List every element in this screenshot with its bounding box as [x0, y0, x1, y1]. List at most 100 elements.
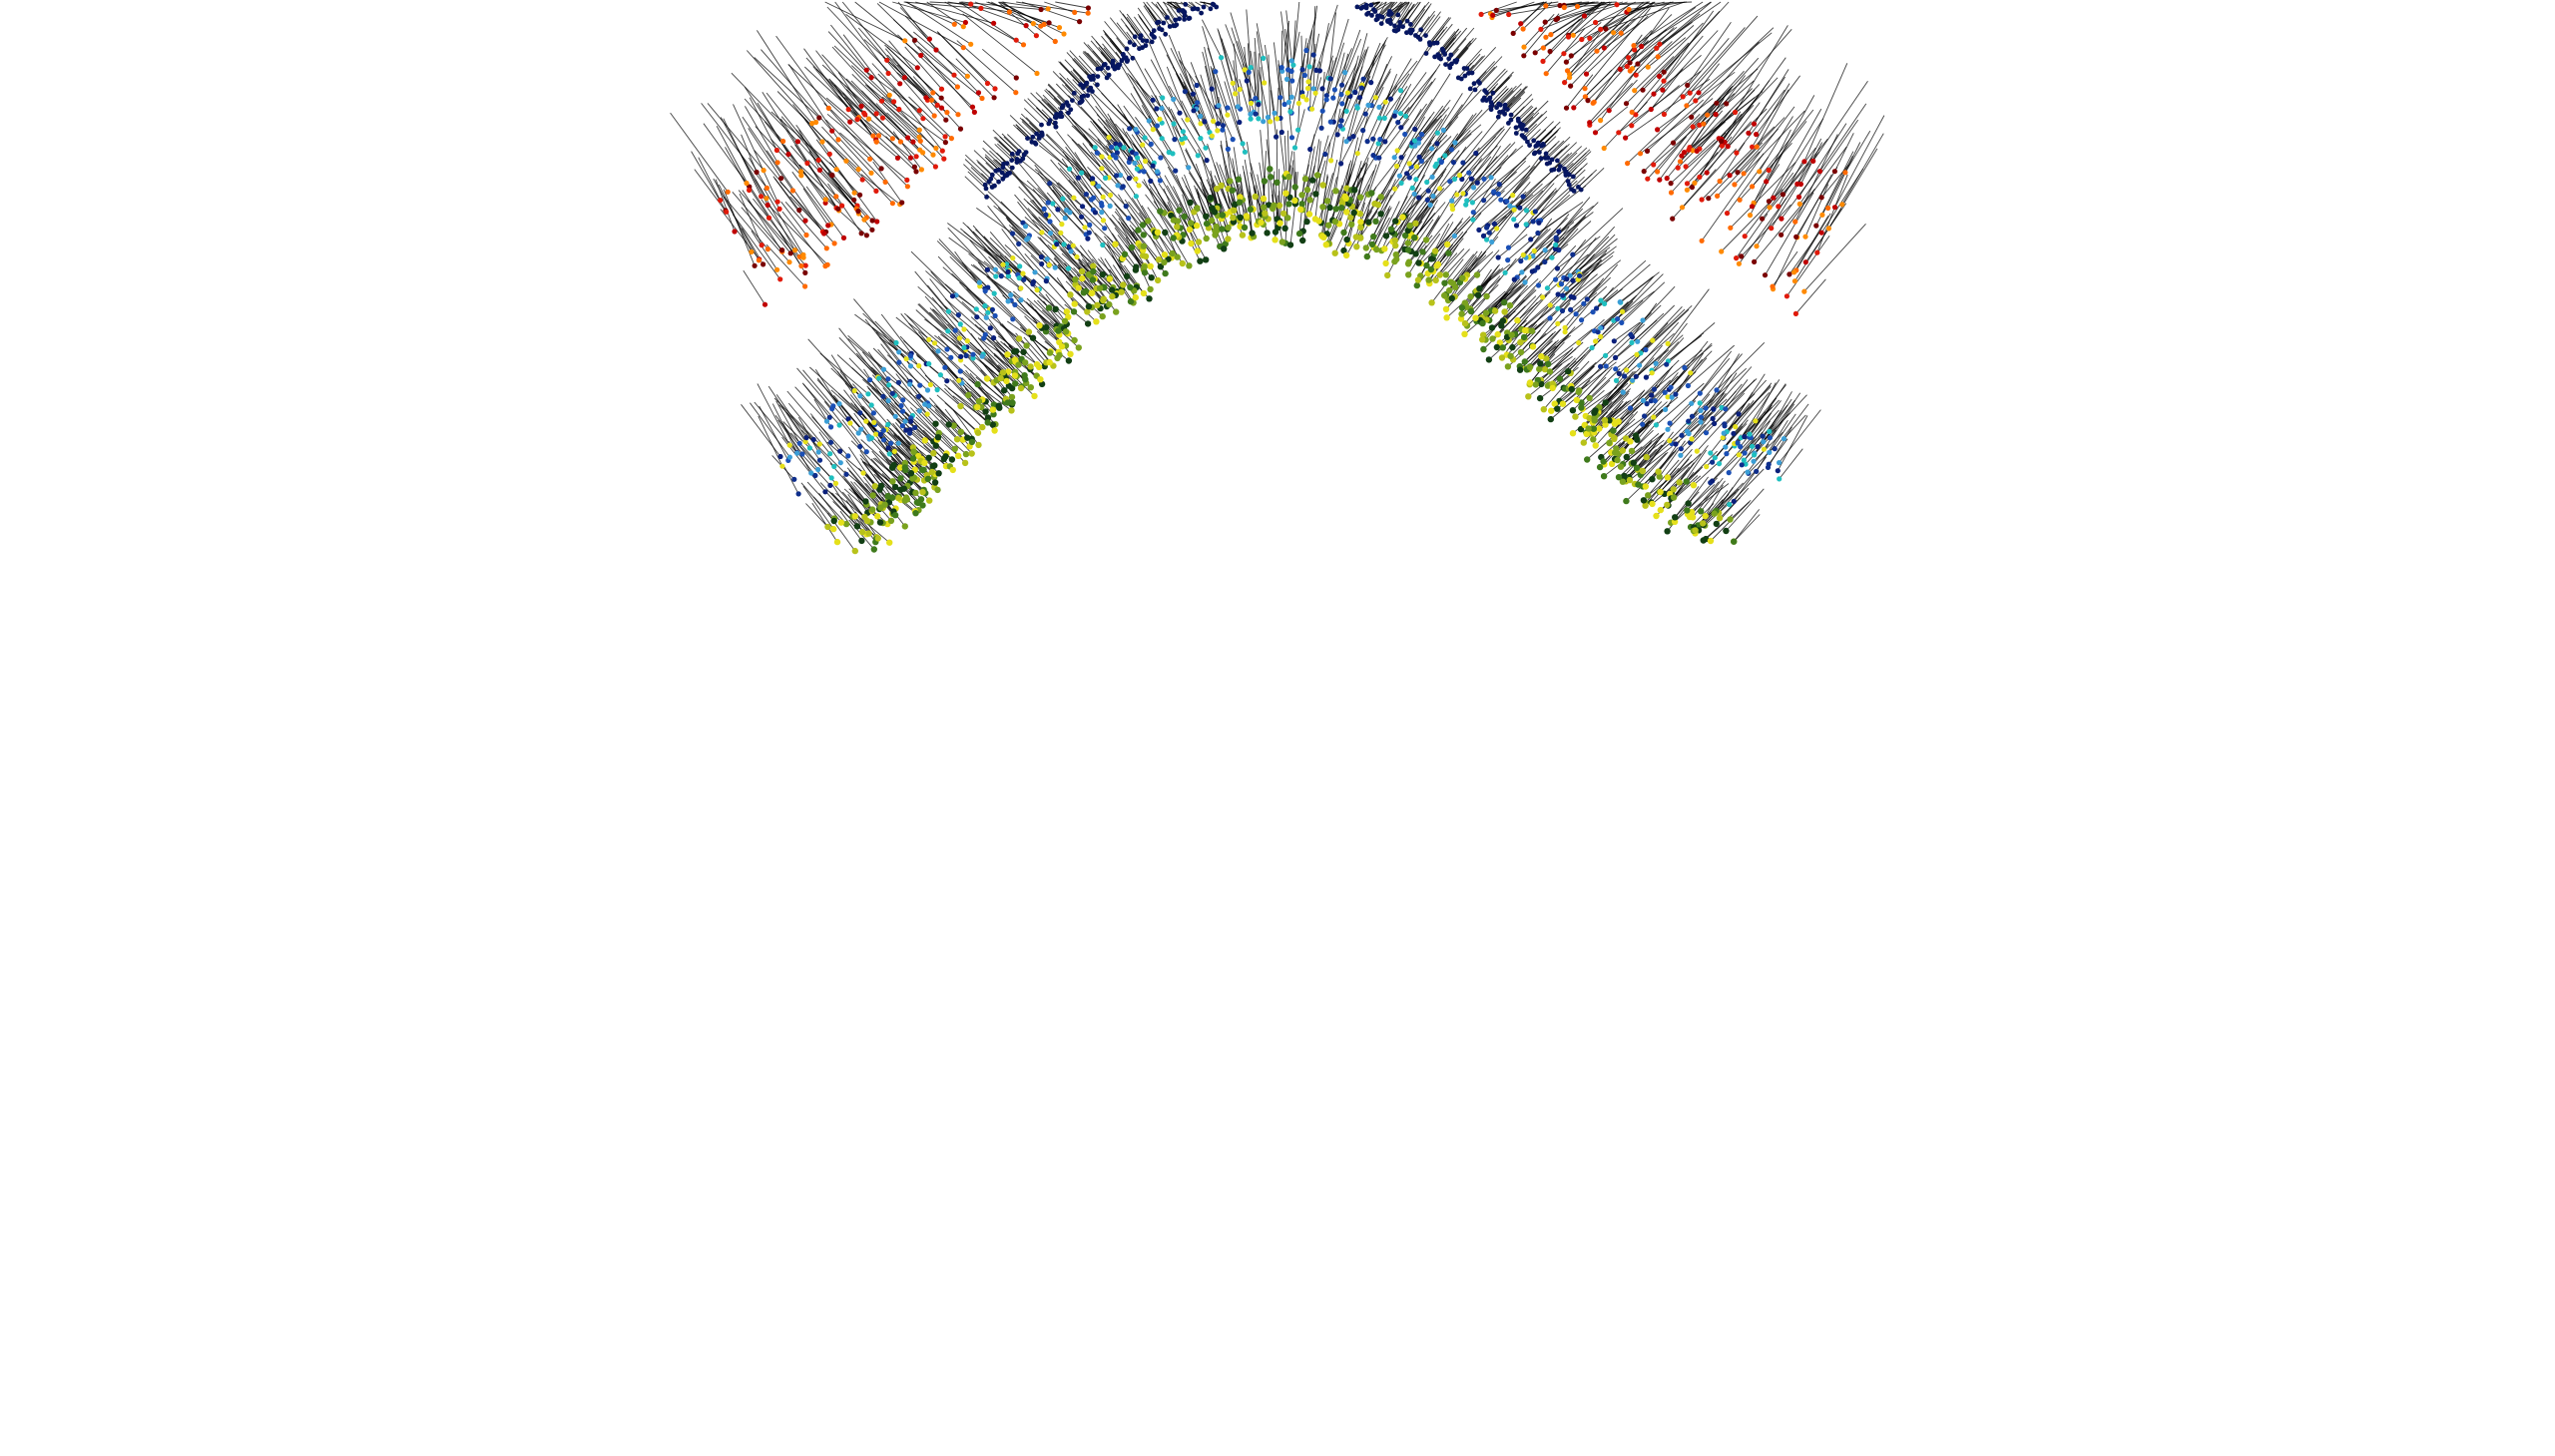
normal-line — [1254, 37, 1260, 103]
cloud-point — [1635, 338, 1641, 344]
cloud-point — [1433, 262, 1440, 269]
cloud-point — [1657, 506, 1665, 514]
cloud-point — [1457, 315, 1465, 322]
cloud-point — [1766, 167, 1772, 174]
cloud-point — [809, 121, 815, 127]
cloud-point — [1792, 310, 1798, 316]
normal-line — [1410, 219, 1434, 252]
cloud-point — [889, 136, 896, 142]
cloud-point — [1163, 31, 1169, 37]
cloud-point — [1115, 183, 1121, 189]
cloud-point — [1704, 464, 1710, 470]
normal-line — [1721, 88, 1765, 142]
normal-line — [1009, 115, 1034, 138]
normal-line — [839, 139, 872, 174]
cloud-point — [1602, 300, 1608, 306]
cloud-point — [1182, 10, 1188, 15]
normal-line — [1522, 100, 1549, 126]
normal-line — [1390, 1, 1410, 14]
cloud-point — [1750, 184, 1756, 190]
normal-line — [1667, 288, 1710, 344]
cloud-point — [1571, 174, 1576, 180]
normal-line — [1740, 379, 1781, 438]
normal-line — [1680, 423, 1706, 450]
cloud-point — [1710, 459, 1716, 465]
cloud-point — [1350, 209, 1357, 217]
cloud-point — [1735, 170, 1741, 176]
normal-line — [919, 53, 958, 88]
cloud-point — [1047, 231, 1054, 237]
normal-line — [1581, 366, 1613, 403]
cloud-point — [1061, 31, 1067, 37]
normal-line — [1394, 175, 1426, 222]
normal-line — [947, 1, 1010, 13]
normal-line — [1206, 200, 1218, 228]
cloud-point — [845, 107, 851, 113]
cloud-point — [958, 353, 964, 359]
cloud-point — [1078, 82, 1083, 88]
cloud-point — [1574, 3, 1581, 10]
normal-line — [1320, 174, 1328, 224]
cloud-point — [1561, 4, 1567, 11]
cloud-point — [942, 134, 948, 140]
cloud-point — [1540, 45, 1546, 51]
cloud-point — [1328, 158, 1334, 164]
cloud-point — [1032, 269, 1038, 275]
cloud-point — [1406, 161, 1412, 167]
cloud-point — [1661, 111, 1667, 118]
cloud-point — [1754, 468, 1760, 474]
normal-line — [1523, 123, 1538, 138]
cloud-point — [1755, 444, 1761, 450]
normal-line — [1500, 83, 1523, 106]
cloud-point — [1081, 85, 1086, 91]
cloud-point — [871, 483, 878, 490]
normal-line — [860, 439, 893, 469]
cloud-point — [1099, 210, 1105, 216]
cloud-point — [1186, 165, 1192, 171]
normal-line — [1524, 116, 1548, 139]
cloud-point — [897, 81, 903, 87]
cloud-point — [1703, 405, 1709, 411]
cloud-point — [1398, 155, 1404, 161]
cloud-point — [1411, 191, 1417, 197]
normal-line — [1325, 42, 1345, 100]
cloud-point — [1754, 132, 1760, 138]
cloud-point — [858, 528, 866, 536]
cloud-point — [1325, 222, 1332, 229]
cloud-point — [1150, 127, 1156, 133]
cloud-point — [1203, 220, 1211, 228]
normal-line — [963, 164, 986, 186]
cloud-point — [913, 499, 921, 506]
cloud-point — [955, 312, 962, 318]
normal-line — [770, 111, 837, 171]
normal-line — [1615, 344, 1648, 370]
normal-line — [1540, 143, 1557, 160]
cloud-point — [1767, 205, 1773, 211]
cloud-point — [1030, 134, 1036, 140]
cloud-point — [1017, 263, 1023, 269]
cloud-point — [1796, 201, 1802, 207]
normal-line — [1600, 301, 1629, 329]
cloud-point — [1630, 377, 1636, 383]
normal-line — [1573, 69, 1613, 109]
cloud-point — [825, 223, 831, 229]
cloud-point — [1140, 243, 1148, 249]
cloud-point — [1362, 244, 1370, 251]
normal-line — [1796, 138, 1822, 185]
cloud-point — [1684, 187, 1690, 193]
cloud-point — [836, 422, 842, 428]
normal-line — [1059, 168, 1103, 213]
cloud-point — [1640, 497, 1648, 504]
normal-line — [886, 376, 925, 405]
cloud-point — [1150, 97, 1156, 103]
cloud-point — [1667, 420, 1673, 426]
cloud-point — [1535, 282, 1542, 288]
cloud-point — [1135, 227, 1142, 234]
cloud-point — [1662, 389, 1668, 395]
cloud-point — [1085, 10, 1091, 16]
cloud-point — [1375, 141, 1381, 147]
cloud-point — [1133, 263, 1140, 270]
normal-line — [908, 96, 952, 139]
normal-line — [1819, 103, 1867, 172]
normal-line — [1595, 1, 1665, 23]
